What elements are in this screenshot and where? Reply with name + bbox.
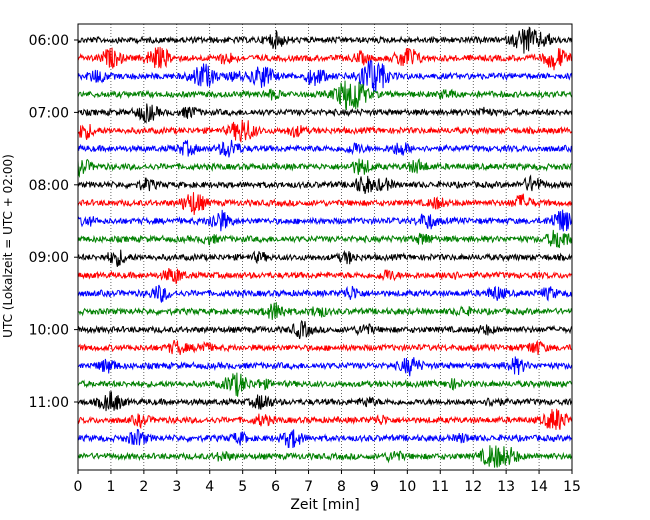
x-tick-label: 15 [563, 479, 581, 495]
y-tick-label: 09:00 [29, 250, 69, 266]
x-tick-label: 8 [337, 479, 346, 495]
trace-row [77, 408, 573, 430]
trace-row [77, 46, 573, 71]
trace-row [77, 339, 573, 355]
trace-row [77, 356, 573, 377]
y-tick-label: 10:00 [29, 323, 69, 339]
x-tick-label: 4 [205, 479, 214, 495]
trace-rows [77, 26, 573, 468]
x-tick-label: 13 [497, 479, 515, 495]
trace-row [77, 139, 573, 158]
trace-row [77, 174, 573, 195]
x-axis-label: Zeit [min] [290, 497, 359, 513]
x-tick-label: 0 [74, 479, 83, 495]
trace-row [77, 267, 573, 285]
x-tick-label: 6 [271, 479, 280, 495]
x-tick-label: 7 [304, 479, 313, 495]
trace-row [77, 429, 573, 448]
y-tick-label: 06:00 [29, 33, 69, 49]
x-tick-label: 9 [370, 479, 379, 495]
x-tick-label: 14 [530, 479, 548, 495]
trace-row [77, 372, 573, 397]
y-tick-label: 08:00 [29, 178, 69, 194]
trace-row [77, 103, 573, 124]
x-tick-label: 2 [139, 479, 148, 495]
trace-row [77, 209, 573, 232]
x-tick-label: 5 [238, 479, 247, 495]
trace-row [77, 445, 573, 468]
y-axis-label: UTC (Lokalzeit = UTC + 02:00) [1, 154, 15, 338]
trace-row [77, 192, 573, 215]
trace-row [77, 302, 573, 320]
y-tick-label: 11:00 [29, 395, 69, 411]
trace-row [77, 319, 573, 340]
x-tick-label: 11 [431, 479, 449, 495]
trace-row [77, 158, 573, 178]
trace-row [77, 26, 573, 54]
x-tick-label: 12 [464, 479, 482, 495]
trace-row [77, 249, 573, 268]
y-axis: 06:00 07:00 08:00 09:00 10:00 11:00 [29, 33, 78, 411]
y-tick-label: 07:00 [29, 105, 69, 121]
plot-frame [77, 23, 573, 471]
trace-row [77, 60, 573, 93]
x-gridlines [110, 24, 540, 470]
x-tick-label: 10 [398, 479, 416, 495]
trace-row [77, 284, 573, 303]
x-tick-label: 3 [172, 479, 181, 495]
trace-row [77, 119, 573, 144]
trace-row [77, 391, 573, 412]
trace-row [77, 229, 573, 249]
x-tick-label: 1 [106, 479, 115, 495]
x-axis: 0 1 2 3 4 5 6 7 8 9 10 11 12 13 14 15 [74, 470, 581, 495]
trace-row [77, 80, 573, 111]
